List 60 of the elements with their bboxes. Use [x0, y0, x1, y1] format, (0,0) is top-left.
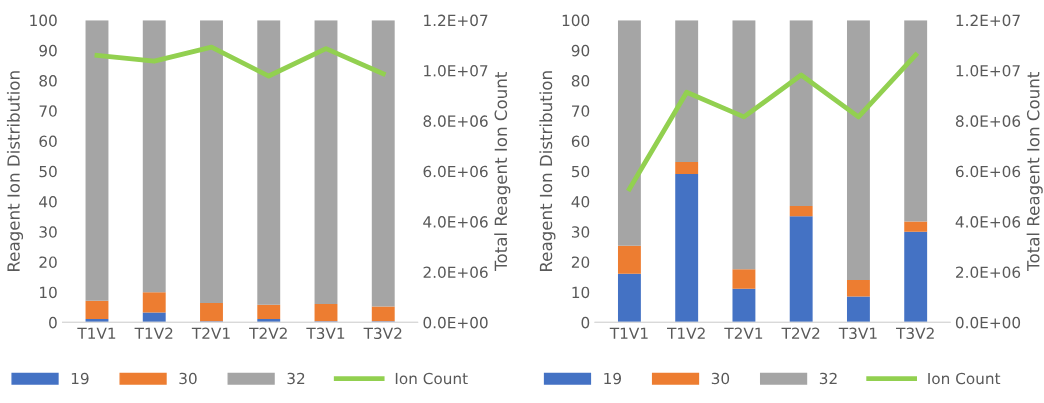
legend-label: Ion Count [928, 372, 1001, 385]
y-tick-label: 70 [572, 105, 590, 117]
x-tick-label: T1V2 [134, 327, 173, 339]
y-tick-label: 50 [571, 165, 590, 178]
x-tick-label: T2V2 [249, 327, 287, 339]
y2-tick-label: 4.0E+06 [955, 216, 1021, 228]
y-tick-label: 90 [39, 44, 57, 57]
y-tick-label: 40 [571, 195, 590, 208]
y-tick-label: 10 [572, 286, 590, 299]
y-tick-label: 20 [39, 256, 57, 268]
x-tick-label: T3V2 [363, 327, 402, 340]
legend-label: 30 [711, 372, 730, 385]
y-tick-label: 80 [39, 75, 57, 87]
y2-tick-label: 1.0E+07 [424, 64, 488, 77]
y-tick-label: 20 [571, 256, 590, 268]
y2-tick-label: 8.0E+06 [423, 115, 488, 127]
y-axis-title: Reagent Ion Distribution [539, 71, 556, 272]
legend-label: 19 [604, 372, 621, 385]
y2-tick-label: 2.0E+06 [956, 266, 1021, 279]
y-tick-label: 100 [562, 14, 590, 27]
x-tick-label: T1V1 [609, 327, 648, 339]
y-tick-label: 90 [571, 44, 590, 57]
y2-tick-label: 1.0E+07 [956, 64, 1020, 77]
y2-tick-label: 2.0E+06 [423, 266, 488, 279]
y-tick-label: 70 [39, 105, 57, 117]
x-tick-label: T3V1 [306, 327, 345, 340]
y2-tick-label: 6.0E+06 [955, 165, 1021, 178]
y2-tick-label: 1.2E+07 [956, 14, 1020, 27]
legend-label: 32 [819, 372, 837, 385]
y-tick-label: 60 [39, 135, 57, 148]
y-tick-label: 30 [571, 226, 590, 238]
y2-tick-label: 0.0E+00 [423, 316, 488, 329]
y2-tick-label: 4.0E+06 [423, 216, 488, 228]
x-tick-label: T2V2 [781, 327, 820, 339]
y-tick-label: 0 [581, 316, 590, 329]
x-tick-label: T1V1 [77, 327, 116, 339]
y-tick-label: 100 [30, 14, 57, 27]
y-tick-label: 50 [39, 165, 57, 178]
y-tick-label: 60 [571, 135, 590, 148]
legend-label: Ion Count [395, 372, 468, 385]
y-axis-title: Reagent Ion Distribution [6, 71, 24, 272]
y2-tick-label: 0.0E+00 [955, 316, 1021, 329]
y2-tick-label: 1.2E+07 [424, 14, 488, 27]
y-tick-label: 80 [571, 75, 590, 87]
x-tick-label: T2V1 [724, 327, 763, 339]
x-tick-label: T2V1 [191, 327, 230, 339]
y-tick-label: 10 [40, 286, 57, 299]
y2-axis-title: Total Reagent Ion Count [494, 72, 511, 271]
y2-axis-title: Total Reagent Ion Count [1026, 72, 1043, 271]
x-tick-label: T3V2 [896, 327, 934, 340]
y-tick-label: 40 [39, 195, 57, 208]
legend-label: 19 [71, 372, 89, 385]
legend-label: 30 [179, 372, 197, 385]
x-tick-label: T3V1 [838, 327, 877, 340]
y2-tick-label: 6.0E+06 [423, 165, 488, 178]
y-tick-label: 30 [39, 226, 57, 238]
legend-label: 32 [287, 372, 305, 385]
y2-tick-label: 8.0E+06 [955, 115, 1021, 127]
x-tick-label: T1V2 [667, 327, 705, 339]
y-tick-label: 0 [49, 316, 57, 329]
